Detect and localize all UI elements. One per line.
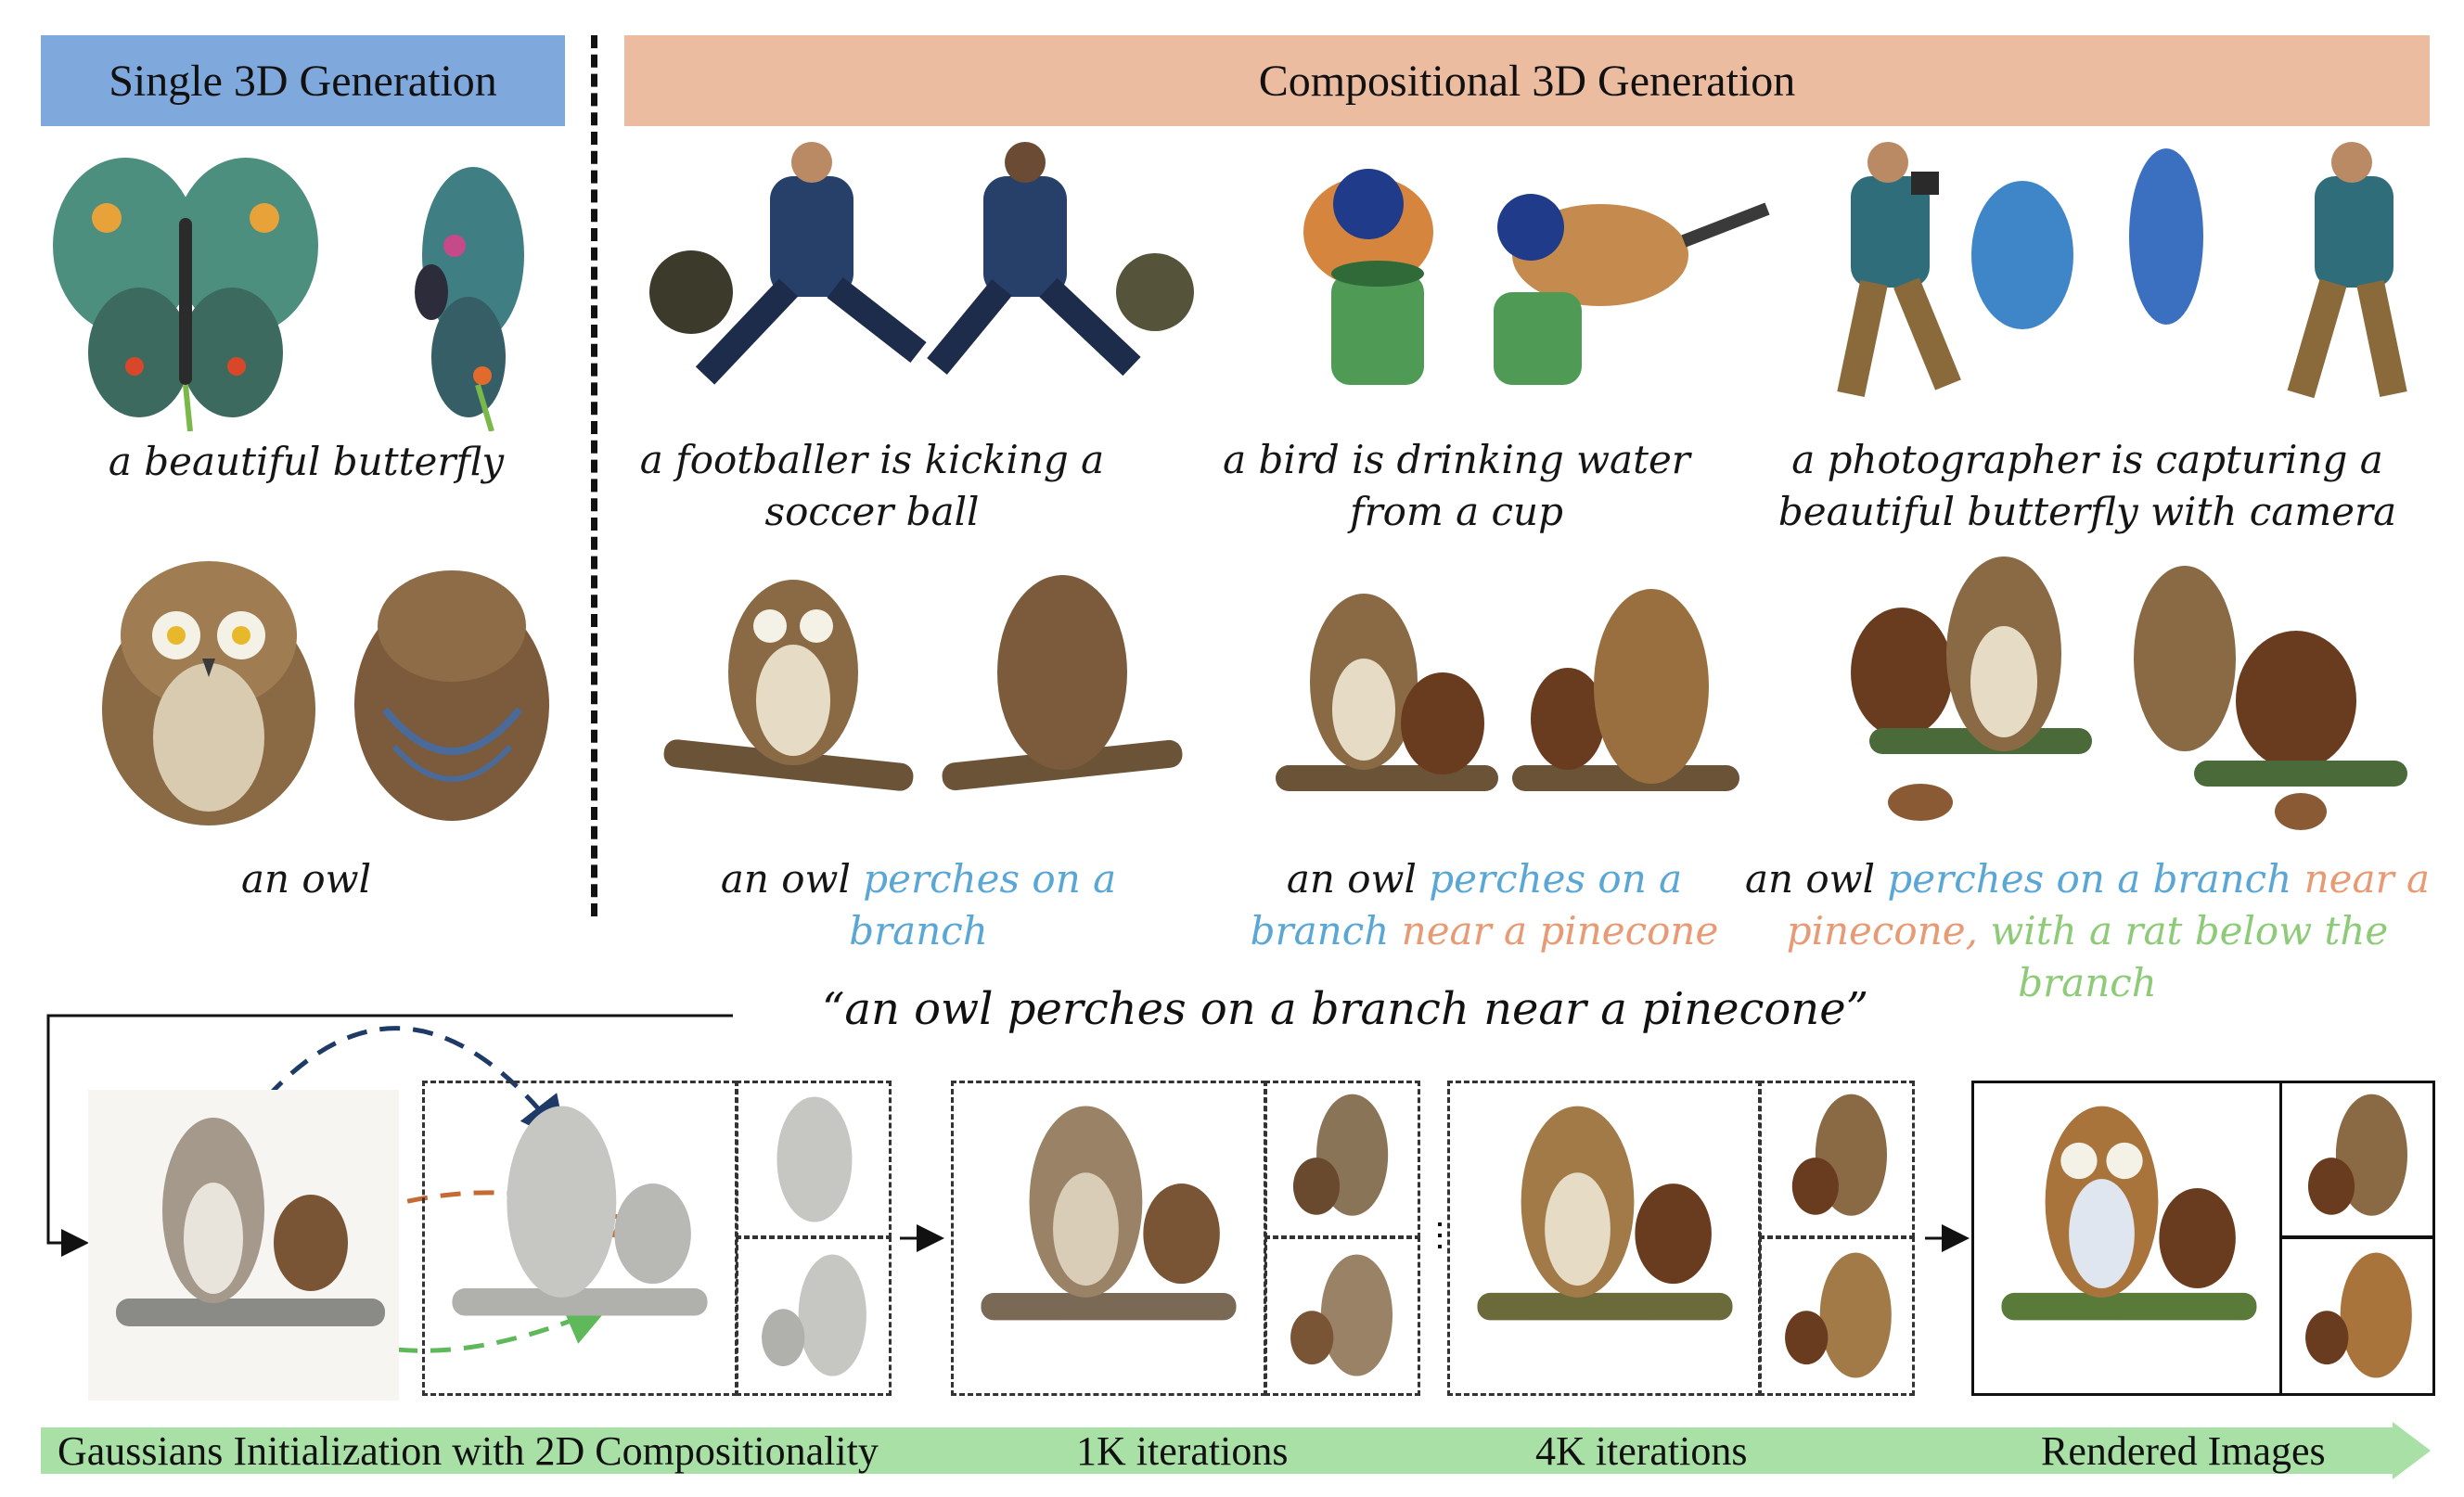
- caption-owl-pinecone-relation: perches on a: [1429, 856, 1683, 902]
- caption-photographer-line1: a photographer is capturing a: [1791, 437, 2383, 482]
- iter-1k-view-a: [1264, 1081, 1420, 1238]
- stage-1k-label: 1K iterations: [1076, 1427, 1289, 1474]
- caption-owl-pinecone-object: near a pinecone: [1401, 908, 1719, 953]
- gaussian-init-view-b: [736, 1236, 892, 1396]
- iter-4k-view-a: [1759, 1081, 1915, 1238]
- iter-4k-main-view: [1447, 1081, 1761, 1396]
- butterfly-side-image: [353, 134, 538, 431]
- caption-owl-branch-relation: perches on a: [863, 856, 1117, 902]
- caption-footballer-line1: a footballer is kicking a: [639, 437, 1105, 482]
- owl-on-branch-images: [654, 552, 1187, 839]
- caption-photographer: a photographer is capturing a beautiful …: [1744, 434, 2431, 538]
- gaussian-init-view-a: [736, 1081, 892, 1238]
- caption-owl-rat-branch2: branch: [2018, 960, 2157, 1005]
- footballer-images: [640, 139, 1197, 417]
- rendered-view-a: [2279, 1081, 2435, 1238]
- caption-bird-line2: from a cup: [1350, 489, 1563, 534]
- iter-4k-view-b: [1759, 1236, 1915, 1396]
- owl-branch-pinecone-rat-images: [1842, 552, 2421, 839]
- init-2d-image: [88, 1090, 399, 1401]
- rendered-view-b: [2279, 1236, 2435, 1396]
- rendered-main-view: [1971, 1081, 2282, 1396]
- iter-1k-main-view: [951, 1081, 1266, 1396]
- caption-owl-rat-pinecone: pinecone,: [1786, 908, 1978, 953]
- butterfly-front-image: [51, 134, 320, 431]
- caption-owl-branch-object: branch: [849, 908, 988, 953]
- caption-bird-line1: a bird is drinking water: [1223, 437, 1690, 482]
- single-header-label: Single 3D Generation: [109, 56, 497, 106]
- caption-owl-rat-branch: perches on a branch: [1887, 856, 2292, 902]
- bird-images: [1294, 162, 1786, 403]
- caption-footballer-line2: soccer ball: [764, 489, 980, 534]
- caption-butterfly: a beautiful butterfly: [108, 439, 505, 484]
- caption-owl-branch: an owl perches on a branch: [649, 853, 1187, 957]
- owl-back-image: [348, 561, 557, 825]
- stage-4k-label: 4K iterations: [1535, 1427, 1748, 1474]
- caption-owl-pinecone-rat: an owl perches on a branch near a pineco…: [1744, 853, 2431, 1009]
- stage-init-label: Gaussians Initialization with 2D Composi…: [58, 1427, 879, 1474]
- caption-owl-pinecone-subject: an owl: [1286, 856, 1417, 902]
- caption-bird: a bird is drinking water from a cup: [1215, 434, 1698, 538]
- caption-owl-rat-below: with a rat below the: [1990, 908, 2389, 953]
- section-divider: [591, 35, 597, 916]
- caption-owl-pinecone-branch: branch: [1250, 908, 1390, 953]
- iter-1k-view-b: [1264, 1236, 1420, 1396]
- caption-owl-rat-near: near a: [2304, 856, 2431, 902]
- caption-owl-branch-pinecone: an owl perches on a branch near a pineco…: [1215, 853, 1753, 957]
- stage-rendered-label: Rendered Images: [2041, 1427, 2326, 1474]
- pipeline-prompt: “an owl perches on a branch near a pinec…: [821, 983, 1869, 1035]
- caption-owl: an owl: [240, 856, 372, 902]
- progress-arrow: [41, 1422, 2431, 1479]
- owl-front-image: [93, 543, 325, 830]
- caption-footballer: a footballer is kicking a soccer ball: [631, 434, 1113, 538]
- photographer-images: [1828, 134, 2421, 431]
- caption-owl-rat-subject: an owl: [1744, 856, 1876, 902]
- single-3d-generation-header: Single 3D Generation: [41, 35, 565, 126]
- gaussian-init-main-view: [422, 1081, 738, 1396]
- comp-header-label: Compositional 3D Generation: [1258, 56, 1796, 106]
- caption-owl-branch-subject: an owl: [720, 856, 851, 902]
- owl-branch-pinecone-images: [1271, 570, 1744, 839]
- compositional-3d-generation-header: Compositional 3D Generation: [624, 35, 2430, 126]
- caption-photographer-line2: beautiful butterfly with camera: [1777, 489, 2397, 534]
